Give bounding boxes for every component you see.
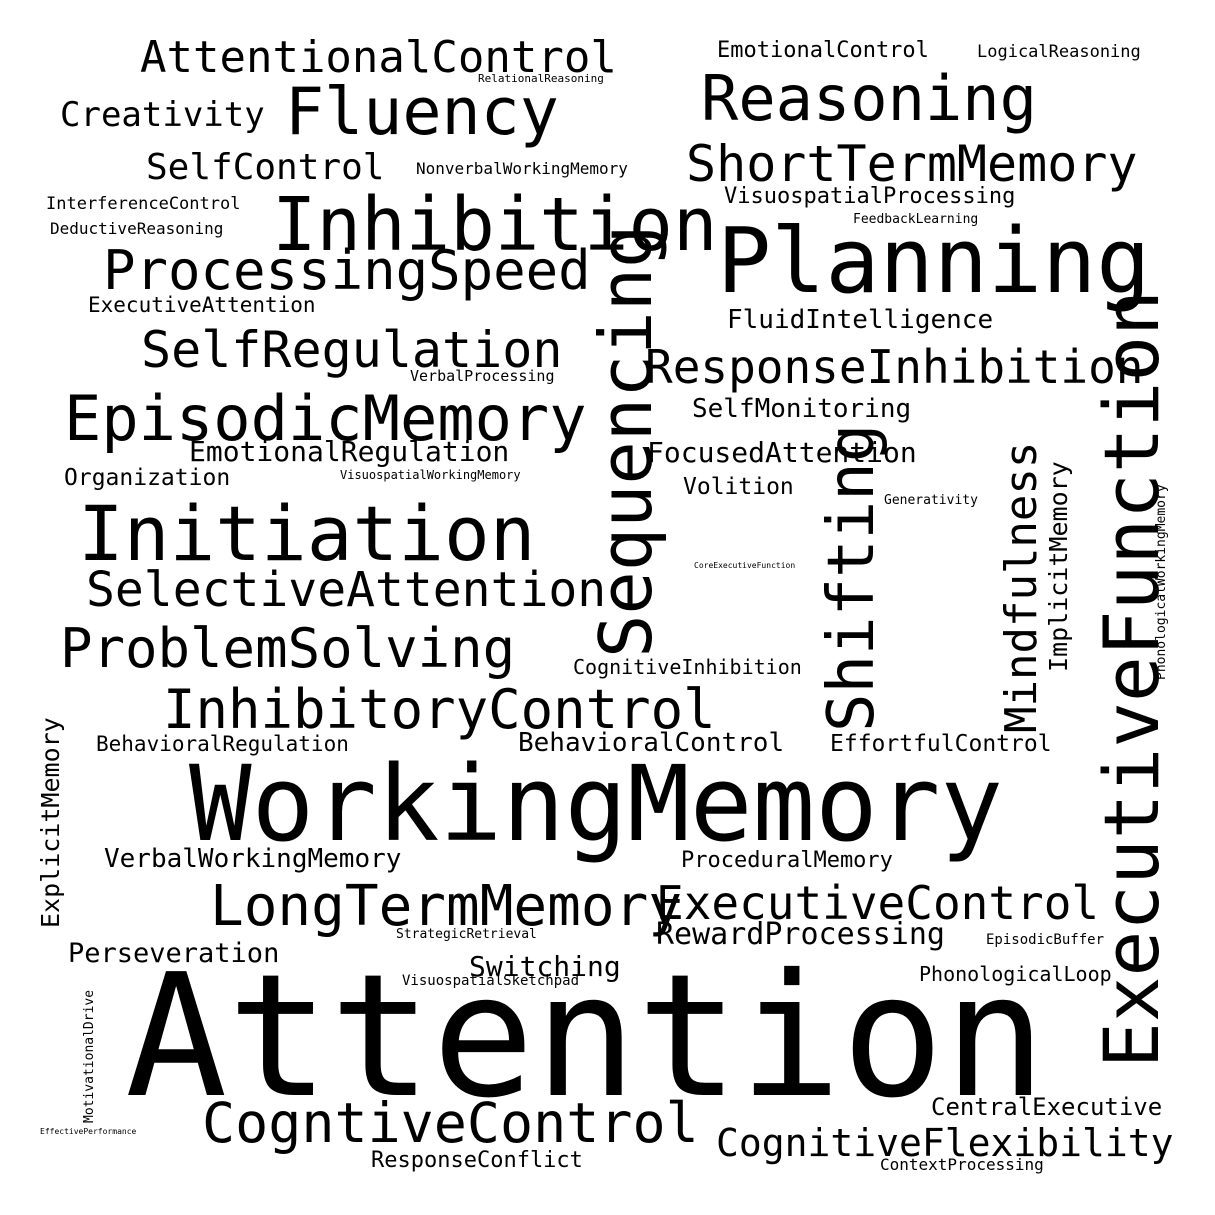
word-visuospatial-working-memory: VisuospatialWorkingMemory <box>340 468 521 482</box>
word-attention: Attention <box>125 938 1047 1136</box>
word-explicit-memory: ExplicitMemory <box>36 717 65 928</box>
word-self-regulation: SelfRegulation <box>141 321 563 379</box>
word-procedural-memory: ProceduralMemory <box>681 848 893 873</box>
word-interference-control: InterferenceControl <box>46 194 241 214</box>
word-fluid-intelligence: FluidIntelligence <box>727 305 994 335</box>
word-sequencing: Sequencing <box>584 224 668 658</box>
word-inhibitory-control: InhibitoryControl <box>163 678 716 741</box>
word-response-inhibition: ResponseInhibition <box>645 340 1144 394</box>
word-switching: Switching <box>469 950 621 983</box>
word-phonological-working-memory: PhonologicalWorkingMemory <box>1154 484 1169 680</box>
word-behavioral-regulation: BehavioralRegulation <box>96 732 349 756</box>
word-self-monitoring: SelfMonitoring <box>692 394 912 424</box>
word-implicit-memory: ImplicitMemory <box>1044 461 1073 672</box>
word-executive-attention: ExecutiveAttention <box>88 293 316 317</box>
word-effortful-control: EffortfulControl <box>830 731 1052 757</box>
word-verbal-working-memory: VerbalWorkingMemory <box>104 844 402 874</box>
word-nonverbal-working-memory: NonverbalWorkingMemory <box>416 159 628 178</box>
word-cogntive-control: CogntiveControl <box>202 1091 699 1155</box>
word-selective-attention: SelectiveAttention <box>86 562 607 618</box>
word-shifting: Shifting <box>815 423 889 732</box>
word-logical-reasoning: LogicalReasoning <box>977 42 1141 62</box>
word-long-term-memory: LongTermMemory <box>210 874 683 939</box>
word-perseveration: Perseveration <box>68 938 280 969</box>
word-problem-solving: ProblemSolving <box>60 617 516 680</box>
word-behavioral-control: BehavioralControl <box>518 728 785 758</box>
word-attentional-control: AttentionalControl <box>140 32 617 83</box>
word-central-executive: CentralExecutive <box>931 1093 1163 1121</box>
word-cognitive-flexibility: CognitiveFlexibility <box>716 1121 1174 1165</box>
word-emotional-control: EmotionalControl <box>717 38 929 63</box>
word-core-executive-function: CoreExecutiveFunction <box>694 561 796 570</box>
word-context-processing: ContextProcessing <box>880 1155 1044 1174</box>
word-planning: Planning <box>717 209 1151 314</box>
word-phonological-loop: PhonologicalLoop <box>919 962 1112 986</box>
word-deductive-reasoning: DeductiveReasoning <box>50 219 224 238</box>
word-fluency: Fluency <box>285 75 559 150</box>
word-response-conflict: ResponseConflict <box>371 1148 583 1173</box>
word-self-control: SelfControl <box>146 147 385 188</box>
word-visuospatial-sketchpad: VisuospatialSketchpad <box>402 973 580 989</box>
word-focused-attention: FocusedAttention <box>647 436 917 469</box>
word-relational-reasoning: RelationalReasoning <box>478 72 604 85</box>
word-organization: Organization <box>64 465 231 491</box>
word-visuospatial-processing: VisuospatialProcessing <box>724 184 1016 209</box>
word-working-memory: WorkingMemory <box>189 743 1003 865</box>
word-episodic-memory: EpisodicMemory <box>64 382 587 455</box>
word-verbal-processing: VerbalProcessing <box>410 367 555 385</box>
word-emotional-regulation: EmotionalRegulation <box>189 435 510 468</box>
word-episodic-buffer: EpisodicBuffer <box>986 932 1105 948</box>
word-short-term-memory: ShortTermMemory <box>686 135 1138 193</box>
word-feedback-learning: FeedbackLearning <box>853 212 979 227</box>
word-inhibition: Inhibition <box>272 182 718 268</box>
word-reward-processing: RewardProcessing <box>656 917 945 952</box>
word-reasoning: Reasoning <box>701 62 1037 135</box>
word-volition: Volition <box>683 474 794 500</box>
word-strategic-retrieval: StrategicRetrieval <box>396 927 537 942</box>
word-generativity: Generativity <box>884 493 978 508</box>
word-initiation: Initiation <box>78 489 536 578</box>
word-executive-control: ExecutiveControl <box>656 876 1100 930</box>
word-cognitive-inhibition: CognitiveInhibition <box>573 655 802 679</box>
word-effective-performance: EffectivePerformance <box>40 1127 137 1136</box>
word-motivational-drive: MotivationalDrive <box>82 989 97 1123</box>
word-processing-speed: ProcessingSpeed <box>103 239 591 302</box>
word-creativity: Creativity <box>60 95 265 135</box>
word-mindfulness: Mindfulness <box>996 441 1047 733</box>
